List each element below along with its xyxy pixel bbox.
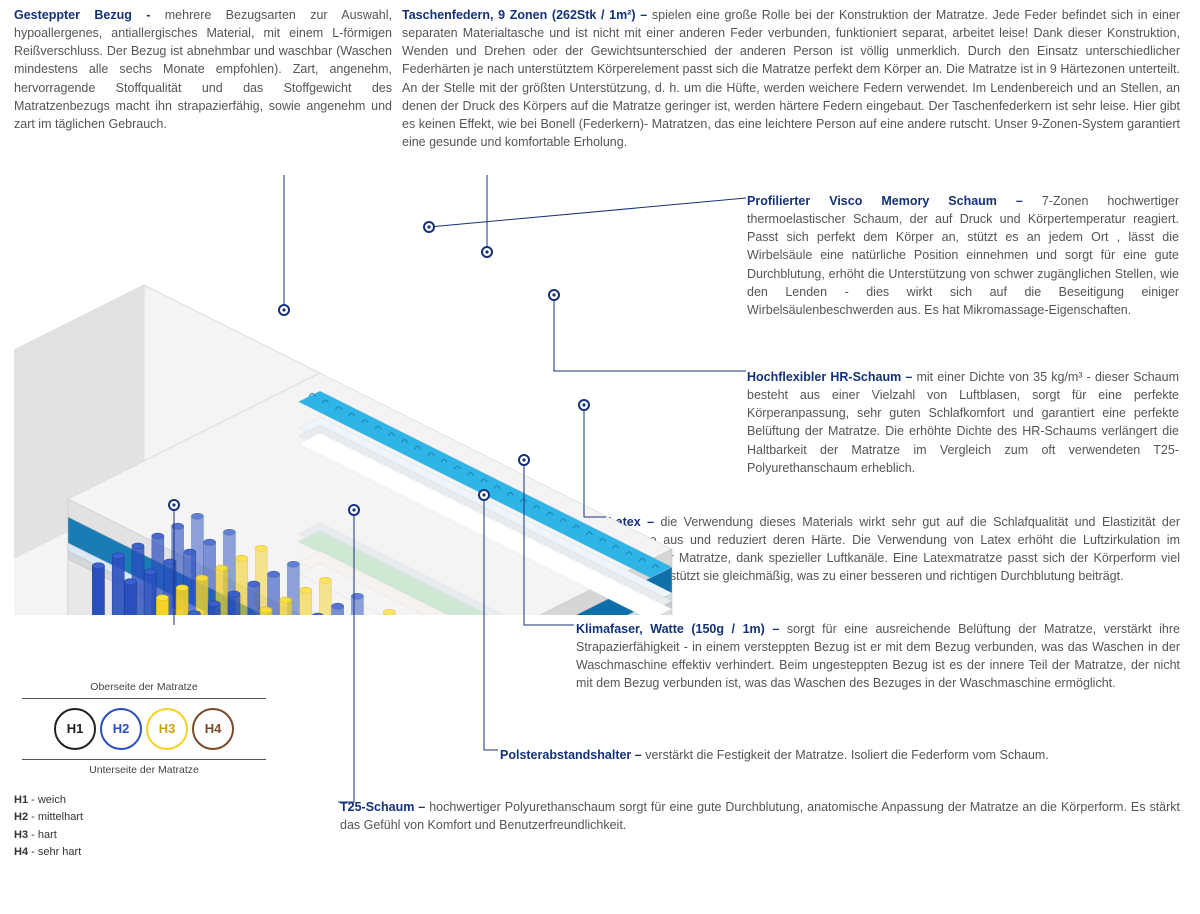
hardness-def-h2: H2 - mittelhart	[14, 809, 274, 826]
title-visco: Profilierter Visco Memory Schaum –	[747, 194, 1042, 208]
legend-bottom-label: Unterseite der Matratze	[14, 763, 274, 778]
legend-top-label: Oberseite der Matratze	[14, 680, 274, 695]
hardness-circle-h1: H1	[54, 708, 96, 750]
section-springs: Taschenfedern, 9 Zonen (262Stk / 1m²) – …	[402, 6, 1180, 151]
body-t25: hochwertiger Polyurethanschaum sorgt für…	[340, 800, 1180, 832]
section-hr: Hochflexibler HR-Schaum – mit einer Dich…	[747, 368, 1179, 477]
section-t25: T25-Schaum – hochwertiger Polyurethansch…	[340, 798, 1180, 834]
body-cover: mehrere Bezugsarten zur Auswahl, hypoall…	[14, 8, 392, 131]
title-klima: Klimafaser, Watte (150g / 1m) –	[576, 622, 787, 636]
hardness-def-h3: H3 - hart	[14, 827, 274, 844]
body-visco: 7-Zonen hochwertiger thermoelastischer S…	[747, 194, 1179, 317]
body-springs: spielen eine große Rolle bei der Konstru…	[402, 8, 1180, 149]
title-cover: Gesteppter Bezug -	[14, 8, 165, 22]
hardness-def-h4: H4 - sehr hart	[14, 844, 274, 861]
hardness-def-h1: H1 - weich	[14, 792, 274, 809]
hardness-circles: H1H2H3H4	[14, 702, 274, 756]
title-t25: T25-Schaum –	[340, 800, 429, 814]
hardness-circle-h2: H2	[100, 708, 142, 750]
hardness-definitions: H1 - weichH2 - mittelhartH3 - hartH4 - s…	[14, 792, 274, 860]
body-polster: verstärkt die Festigkeit der Matratze. I…	[645, 748, 1049, 762]
hardness-circle-h4: H4	[192, 708, 234, 750]
mattress-illustration	[14, 175, 734, 615]
section-cover: Gesteppter Bezug - mehrere Bezugsarten z…	[14, 6, 392, 133]
title-hr: Hochflexibler HR-Schaum –	[747, 370, 916, 384]
body-hr: mit einer Dichte von 35 kg/m³ - dieser S…	[747, 370, 1179, 475]
section-klima: Klimafaser, Watte (150g / 1m) – sorgt fü…	[576, 620, 1180, 693]
section-polster: Polsterabstandshalter – verstärkt die Fe…	[500, 746, 1180, 764]
section-visco: Profilierter Visco Memory Schaum – 7-Zon…	[747, 192, 1179, 319]
title-polster: Polsterabstandshalter –	[500, 748, 645, 762]
hardness-circle-h3: H3	[146, 708, 188, 750]
title-springs: Taschenfedern, 9 Zonen (262Stk / 1m²) –	[402, 8, 652, 22]
hardness-legend: Oberseite der Matratze H1H2H3H4 Untersei…	[14, 680, 274, 861]
